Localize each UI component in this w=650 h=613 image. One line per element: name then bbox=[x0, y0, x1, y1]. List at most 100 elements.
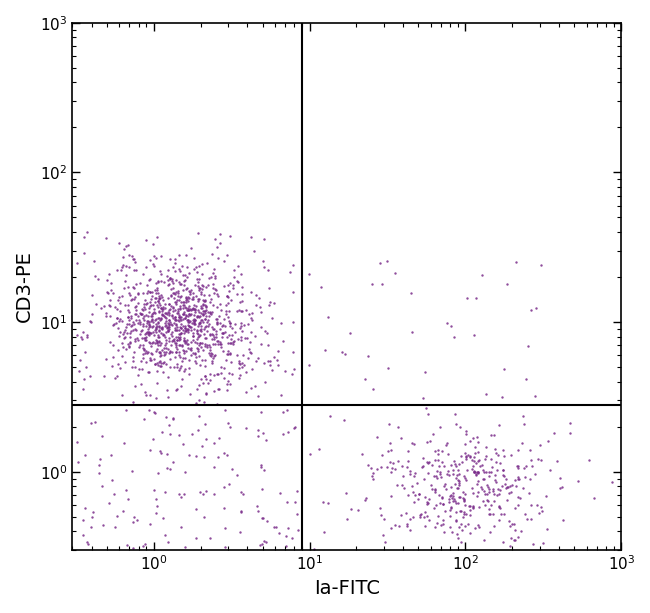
Point bbox=[387, 463, 397, 473]
Point bbox=[417, 462, 428, 471]
Point bbox=[182, 315, 192, 325]
Point bbox=[128, 282, 138, 292]
Point bbox=[149, 407, 159, 417]
Point bbox=[150, 359, 160, 369]
Point bbox=[159, 303, 170, 313]
Point bbox=[174, 316, 185, 326]
Point bbox=[181, 293, 192, 303]
Point bbox=[133, 370, 144, 380]
Point bbox=[196, 316, 206, 326]
Point bbox=[181, 311, 191, 321]
Point bbox=[189, 319, 200, 329]
Point bbox=[212, 242, 222, 252]
Point bbox=[194, 318, 204, 328]
Point bbox=[145, 355, 155, 365]
Point bbox=[113, 295, 124, 305]
Point bbox=[209, 387, 220, 397]
Point bbox=[341, 489, 351, 498]
Point bbox=[493, 420, 504, 430]
Point bbox=[173, 308, 183, 318]
Point bbox=[138, 313, 149, 322]
Point bbox=[181, 297, 192, 306]
Point bbox=[439, 481, 449, 491]
Point bbox=[510, 535, 520, 545]
Point bbox=[172, 286, 183, 296]
Point bbox=[79, 347, 90, 357]
Point bbox=[488, 430, 499, 440]
Point bbox=[138, 340, 149, 350]
Point bbox=[224, 286, 235, 295]
Point bbox=[192, 228, 203, 238]
Point bbox=[196, 343, 207, 352]
Point bbox=[124, 319, 134, 329]
Point bbox=[171, 320, 181, 330]
Point bbox=[159, 340, 170, 350]
Point bbox=[214, 433, 224, 443]
Point bbox=[168, 337, 179, 346]
Point bbox=[124, 329, 135, 338]
Point bbox=[450, 460, 460, 470]
Point bbox=[484, 509, 495, 519]
Point bbox=[205, 295, 216, 305]
Point bbox=[159, 357, 170, 367]
Point bbox=[213, 253, 224, 263]
Point bbox=[177, 374, 187, 384]
Point bbox=[179, 337, 189, 346]
Point bbox=[153, 330, 163, 340]
Point bbox=[214, 384, 224, 394]
Point bbox=[138, 349, 148, 359]
Point bbox=[483, 497, 493, 506]
Point bbox=[518, 411, 528, 421]
Point bbox=[368, 468, 378, 478]
Point bbox=[245, 327, 255, 337]
Point bbox=[165, 346, 176, 356]
Point bbox=[176, 303, 186, 313]
Point bbox=[202, 257, 212, 267]
Point bbox=[122, 319, 133, 329]
Point bbox=[112, 265, 123, 275]
Point bbox=[222, 332, 232, 341]
Point bbox=[486, 462, 497, 472]
Point bbox=[253, 353, 263, 363]
Point bbox=[164, 308, 174, 318]
Point bbox=[146, 300, 156, 310]
Point bbox=[213, 339, 223, 349]
Point bbox=[233, 333, 243, 343]
Point bbox=[160, 319, 170, 329]
Point bbox=[219, 482, 229, 492]
Point bbox=[484, 509, 494, 519]
Point bbox=[165, 347, 176, 357]
Point bbox=[202, 326, 212, 335]
Point bbox=[129, 512, 140, 522]
Point bbox=[223, 419, 233, 428]
Point bbox=[129, 319, 140, 329]
Point bbox=[223, 280, 233, 290]
Point bbox=[482, 480, 493, 490]
Point bbox=[263, 265, 273, 275]
Point bbox=[140, 390, 151, 400]
Point bbox=[155, 303, 166, 313]
Point bbox=[162, 265, 173, 275]
Point bbox=[233, 364, 244, 373]
Point bbox=[216, 339, 226, 349]
Point bbox=[276, 390, 287, 400]
Point bbox=[193, 305, 203, 315]
Point bbox=[499, 364, 510, 374]
Point bbox=[480, 489, 490, 499]
Point bbox=[157, 345, 167, 355]
Point bbox=[195, 487, 205, 497]
Point bbox=[228, 281, 239, 291]
Point bbox=[134, 315, 144, 325]
Point bbox=[194, 340, 205, 350]
Point bbox=[155, 251, 166, 261]
Point bbox=[272, 356, 282, 365]
Point bbox=[168, 303, 178, 313]
Point bbox=[152, 317, 162, 327]
Point bbox=[167, 457, 177, 467]
Point bbox=[450, 516, 461, 526]
Point bbox=[198, 300, 209, 310]
Point bbox=[109, 319, 119, 329]
Point bbox=[196, 327, 207, 337]
Point bbox=[410, 468, 421, 478]
Point bbox=[498, 537, 508, 547]
